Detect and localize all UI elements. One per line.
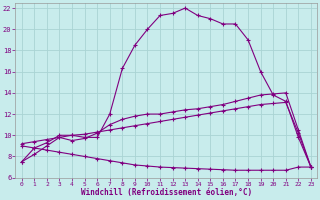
X-axis label: Windchill (Refroidissement éolien,°C): Windchill (Refroidissement éolien,°C) [81, 188, 252, 197]
